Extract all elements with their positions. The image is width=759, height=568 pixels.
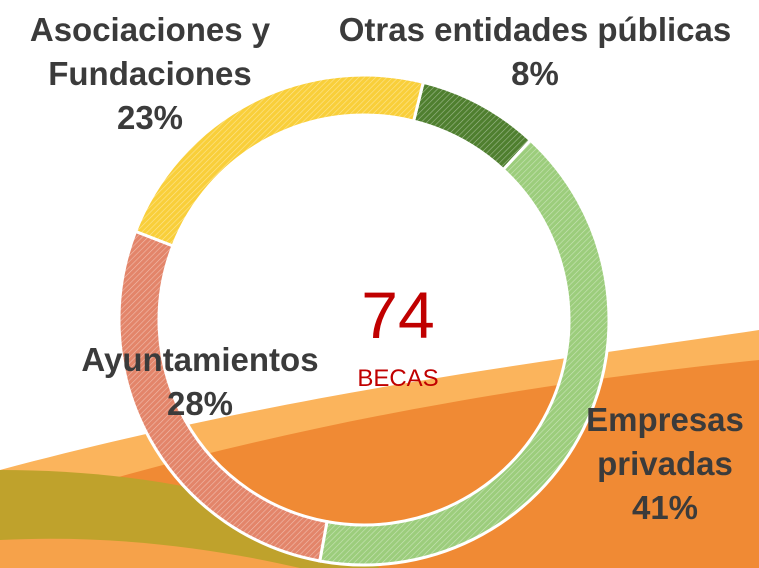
value-label: 8% [511,55,559,92]
segment-label: Empresas privadas 41% [575,398,755,530]
segment-label: Asociaciones y Fundaciones 23% [10,8,290,140]
value-label: 28% [166,385,234,422]
category-name: Ayuntamientos [81,341,319,378]
segment-label: Ayuntamientos 28% [50,338,350,426]
value-label: 23% [116,99,184,136]
donut-segment [133,73,426,248]
background-swoosh [0,538,300,568]
value-label: 41% [631,489,699,526]
category-name: Otras entidades públicas [338,11,732,48]
center-label: BECAS [357,365,439,392]
category-name: Asociaciones y Fundaciones [29,11,271,92]
category-name: Empresas privadas [586,401,744,482]
center-value: 74 [361,278,435,352]
segment-label: Otras entidades públicas 8% [325,8,745,96]
